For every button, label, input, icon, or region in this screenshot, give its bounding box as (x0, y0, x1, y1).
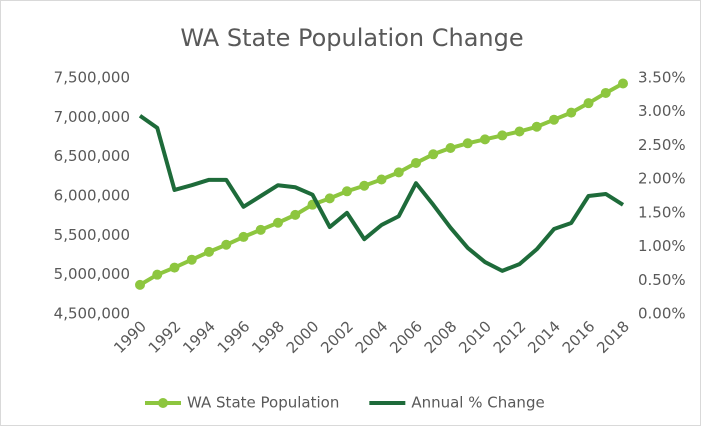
y2-tick-label: 2.50% (638, 136, 686, 154)
y-tick-label: 6,500,000 (54, 147, 130, 165)
chart-title: WA State Population Change (180, 24, 523, 52)
point-marker (169, 262, 180, 273)
point-marker (290, 209, 301, 220)
point-marker (531, 121, 542, 132)
y2-tick-label: 3.50% (638, 69, 686, 87)
point-marker (238, 231, 249, 242)
y-tick-label: 7,000,000 (54, 108, 130, 126)
y2-tick-label: 1.00% (638, 237, 686, 255)
point-marker (514, 126, 525, 137)
y2-tick-label: 1.50% (638, 203, 686, 221)
point-marker (204, 246, 214, 257)
point-marker (445, 143, 456, 154)
point-marker (273, 217, 283, 228)
point-marker (255, 224, 266, 235)
y2-tick-label: 3.00% (638, 102, 686, 120)
point-marker (342, 186, 352, 197)
legend-marker (158, 398, 168, 408)
point-marker (376, 174, 387, 185)
point-marker (583, 98, 594, 109)
point-marker (186, 254, 197, 265)
point-marker (480, 134, 490, 145)
y2-tick-label: 0.00% (638, 305, 686, 323)
y2-tick-label: 0.50% (638, 271, 686, 289)
series-line (138, 114, 625, 273)
point-marker (428, 149, 439, 160)
point-marker (359, 180, 370, 191)
point-marker (152, 269, 163, 280)
point-marker (618, 78, 628, 89)
point-marker (600, 87, 611, 98)
y-tick-label: 4,500,000 (54, 305, 130, 323)
point-marker (497, 130, 508, 141)
y-tick-label: 6,000,000 (54, 187, 130, 205)
point-marker (566, 107, 577, 118)
point-marker (393, 167, 404, 178)
y2-tick-label: 2.00% (638, 170, 686, 188)
y-tick-label: 5,500,000 (54, 226, 130, 244)
y-tick-label: 7,500,000 (54, 69, 130, 87)
point-marker (462, 138, 473, 149)
legend-label: WA State Population (187, 394, 339, 412)
point-marker (135, 279, 145, 290)
point-marker (221, 239, 232, 250)
point-marker (411, 157, 421, 168)
point-marker (324, 193, 335, 204)
legend-label: Annual % Change (411, 394, 544, 412)
y-tick-label: 5,000,000 (54, 265, 130, 283)
point-marker (549, 114, 559, 125)
